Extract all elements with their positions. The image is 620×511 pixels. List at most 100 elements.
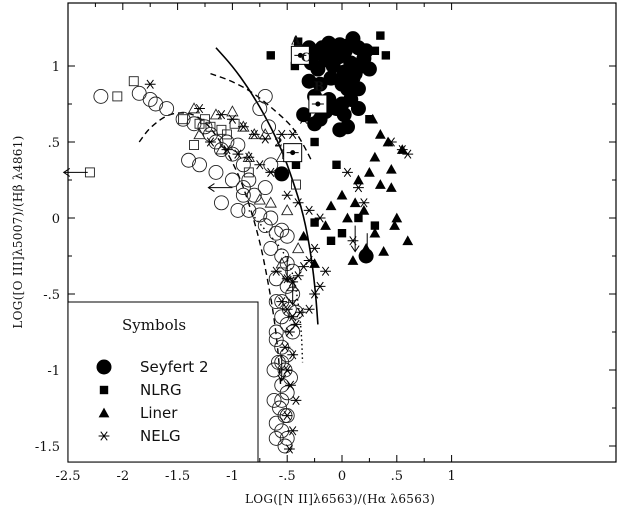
x-tick-label: -2: [116, 469, 129, 484]
y-tick-label: .5: [48, 136, 60, 151]
point-filled-square: [332, 160, 341, 169]
point-open-circle: [208, 164, 224, 180]
x-tick-label: 0: [338, 469, 346, 484]
point-open-circle: [279, 430, 295, 446]
point-open-circle: [246, 187, 262, 203]
point-open-triangle: [275, 257, 288, 269]
point-filled-circle: [312, 76, 328, 92]
limit-arrowhead: [282, 275, 292, 283]
annotation-label: A: [290, 34, 301, 48]
point-open-square: [291, 179, 301, 190]
point-open-square: [200, 114, 210, 125]
point-open-circle: [274, 392, 290, 408]
legend-label: NLRG: [140, 381, 182, 399]
y-tick-label: -1: [47, 364, 60, 379]
y-tick-label: -1.5: [35, 440, 60, 455]
point-filled-square: [326, 236, 336, 245]
point-open-triangle: [242, 150, 256, 162]
point-filled-square: [376, 31, 385, 40]
point-open-circle: [213, 195, 229, 211]
point-filled-triangle: [369, 151, 381, 162]
legend-marker-filled-circle: [96, 359, 112, 375]
point-asterisk: [254, 160, 266, 170]
point-filled-circle: [274, 166, 290, 182]
legend-label: Liner: [140, 404, 178, 422]
point-open-square: [221, 129, 232, 140]
point-asterisk: [303, 304, 315, 314]
point-open-triangle: [291, 242, 305, 254]
point-open-square: [128, 76, 139, 87]
point-asterisk: [292, 271, 304, 281]
point-asterisk: [194, 103, 205, 114]
point-open-circle: [268, 415, 284, 431]
point-open-triangle: [248, 128, 261, 140]
point-open-square: [189, 140, 199, 150]
point-asterisk: [347, 236, 359, 246]
point-open-circle: [277, 438, 293, 454]
point-filled-triangle: [385, 182, 397, 192]
y-tick-label: 0: [52, 212, 60, 227]
point-open-triangle: [281, 204, 294, 216]
point-asterisk: [270, 266, 282, 276]
point-asterisk: [287, 312, 299, 322]
point-asterisk: [281, 410, 293, 421]
point-filled-triangle: [353, 174, 364, 185]
point-open-triangle: [253, 193, 266, 205]
y-tick-label: -.5: [43, 288, 60, 303]
point-open-triangle: [209, 108, 223, 120]
point-open-circle: [241, 172, 257, 188]
point-open-circle: [274, 309, 290, 325]
point-asterisk: [314, 281, 326, 292]
point-open-circle: [230, 202, 246, 218]
point-asterisk: [287, 350, 299, 360]
point-filled-triangle: [385, 163, 397, 174]
point-asterisk: [265, 167, 277, 178]
point-open-circle: [175, 111, 191, 127]
legend-marker-asterisk: [98, 431, 110, 441]
point-open-square: [205, 121, 216, 132]
annotation-label: B: [314, 79, 324, 93]
point-open-circle: [279, 385, 295, 401]
point-open-circle: [181, 152, 197, 168]
point-open-circle: [252, 101, 268, 117]
point-asterisk: [285, 380, 296, 390]
annotation-label: C: [301, 50, 311, 64]
point-open-circle: [235, 187, 251, 203]
point-open-circle: [235, 180, 251, 196]
point-open-circle: [268, 324, 284, 340]
annotations: AC B 2: [274, 34, 324, 150]
point-filled-circle: [358, 248, 374, 264]
point-asterisk: [287, 129, 299, 140]
point-filled-triangle: [378, 246, 390, 256]
point-open-triangle: [215, 143, 228, 155]
point-open-circle: [266, 392, 282, 408]
point-asterisk: [227, 114, 238, 124]
point-filled-square: [370, 221, 380, 230]
limit-arrowhead: [362, 252, 372, 261]
legend-entries: Seyfert 2 NLRG Liner NELG: [96, 358, 209, 445]
point-open-circle: [142, 91, 158, 107]
curve-dashed: [210, 72, 312, 161]
point-open-circle: [257, 218, 273, 234]
legend-marker-filled-square: [99, 385, 109, 395]
point-filled-triangle: [364, 167, 375, 177]
point-open-triangle: [264, 196, 277, 208]
point-open-square: [112, 91, 123, 102]
point-asterisk: [205, 137, 216, 147]
point-asterisk: [221, 144, 233, 155]
point-open-circle: [224, 172, 240, 188]
point-open-circle: [261, 119, 277, 135]
point-filled-square: [370, 46, 380, 55]
point-asterisk: [248, 129, 260, 140]
point-asterisk: [309, 289, 320, 299]
x-tick-label: -1: [226, 469, 239, 484]
limit-arrowhead: [62, 167, 71, 177]
point-asterisk: [294, 307, 306, 317]
point-asterisk: [292, 198, 304, 208]
point-filled-square: [310, 137, 319, 147]
point-filled-square: [266, 51, 275, 60]
legend-label: Seyfert 2: [140, 358, 209, 376]
point-filled-square: [290, 61, 300, 71]
point-open-circle: [131, 85, 147, 101]
